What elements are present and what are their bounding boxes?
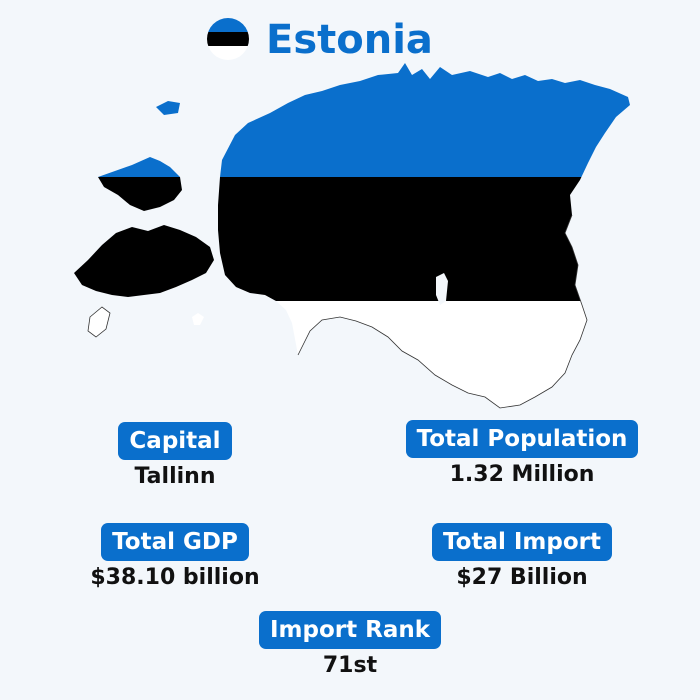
population-stat: Total Population 1.32 Million bbox=[372, 420, 672, 490]
population-label: Total Population bbox=[405, 420, 639, 458]
capital-stat: Capital Tallinn bbox=[60, 422, 290, 492]
header: Estonia bbox=[0, 14, 700, 66]
import-rank-label: Import Rank bbox=[258, 611, 442, 649]
population-value: 1.32 Million bbox=[449, 462, 595, 487]
gdp-value: $38.10 billion bbox=[90, 565, 260, 590]
estonia-flag-icon bbox=[207, 18, 249, 60]
import-value: $27 Billion bbox=[456, 565, 588, 590]
estonia-map bbox=[74, 63, 630, 409]
import-stat: Total Import $27 Billion bbox=[402, 523, 642, 593]
import-label: Total Import bbox=[432, 523, 612, 561]
capital-value: Tallinn bbox=[134, 464, 216, 489]
gdp-stat: Total GDP $38.10 billion bbox=[60, 523, 290, 593]
import-rank-value: 71st bbox=[322, 653, 378, 678]
page-title: Estonia bbox=[266, 17, 433, 63]
gdp-label: Total GDP bbox=[101, 523, 249, 561]
capital-label: Capital bbox=[118, 422, 232, 460]
import-rank-stat: Import Rank 71st bbox=[230, 611, 470, 681]
